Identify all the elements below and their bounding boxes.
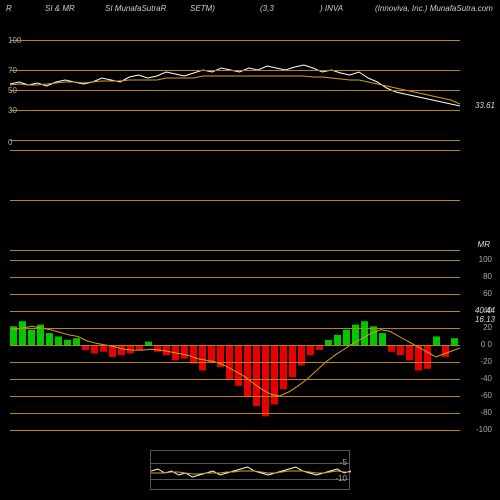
gridline (10, 200, 460, 201)
y-axis-label: 100 (8, 36, 21, 45)
mini-axis-label: -5 (340, 458, 347, 467)
y-axis-label: -40 (480, 374, 492, 383)
last-value-label: 33.61 (475, 101, 495, 110)
y-axis-label: 50 (8, 86, 17, 95)
gridline (10, 311, 460, 312)
gridline (10, 260, 460, 261)
value-label: 16.13 (475, 315, 495, 324)
header-text: R (6, 4, 12, 13)
y-axis-label: -100 (476, 425, 492, 434)
gridline (10, 70, 460, 71)
price-chart: 100705030033.61 (10, 40, 460, 140)
y-axis-label: 70 (8, 66, 17, 75)
header-text: SI & MR (45, 4, 75, 13)
gridline (10, 250, 460, 251)
y-axis-label: -60 (480, 391, 492, 400)
gridline (10, 345, 460, 346)
header-text: (Innoviva, Inc.) MunafaSutra.com (375, 4, 493, 13)
gridline (10, 413, 460, 414)
mr-label: MR (478, 240, 490, 249)
gridline (10, 396, 460, 397)
gridline (10, 140, 460, 141)
header-text: SI MunafaSutraR (105, 4, 166, 13)
y-axis-label: 0 0 (481, 340, 492, 349)
gridline (10, 294, 460, 295)
header-text: (3,3 (260, 4, 274, 13)
gridline (10, 150, 460, 151)
gridline (10, 40, 460, 41)
y-axis-label: 20 (483, 323, 492, 332)
mini-axis-label: -10 (335, 474, 347, 483)
y-axis-label: 60 (483, 289, 492, 298)
mid-chart: MR (10, 150, 460, 250)
gridline (10, 90, 460, 91)
mini-chart: -5 -10 (150, 450, 350, 490)
gridline (10, 110, 460, 111)
gridline (10, 277, 460, 278)
header-text: ) INVA (320, 4, 343, 13)
gridline (10, 328, 460, 329)
header-text: SETM) (190, 4, 215, 13)
gridline (10, 362, 460, 363)
mr-chart: 100806040200 0-20-40-60-80-10040.4416.13 (10, 260, 460, 430)
y-axis-label: 80 (483, 272, 492, 281)
y-axis-label: -20 (480, 357, 492, 366)
gridline (10, 430, 460, 431)
y-axis-label: -80 (480, 408, 492, 417)
mini-chart-svg (151, 451, 351, 491)
chart-header: R SI & MR SI MunafaSutraR SETM) (3,3 ) INVA (I… (0, 4, 500, 18)
y-axis-label: 100 (479, 255, 492, 264)
gridline (10, 379, 460, 380)
y-axis-label: 30 (8, 106, 17, 115)
